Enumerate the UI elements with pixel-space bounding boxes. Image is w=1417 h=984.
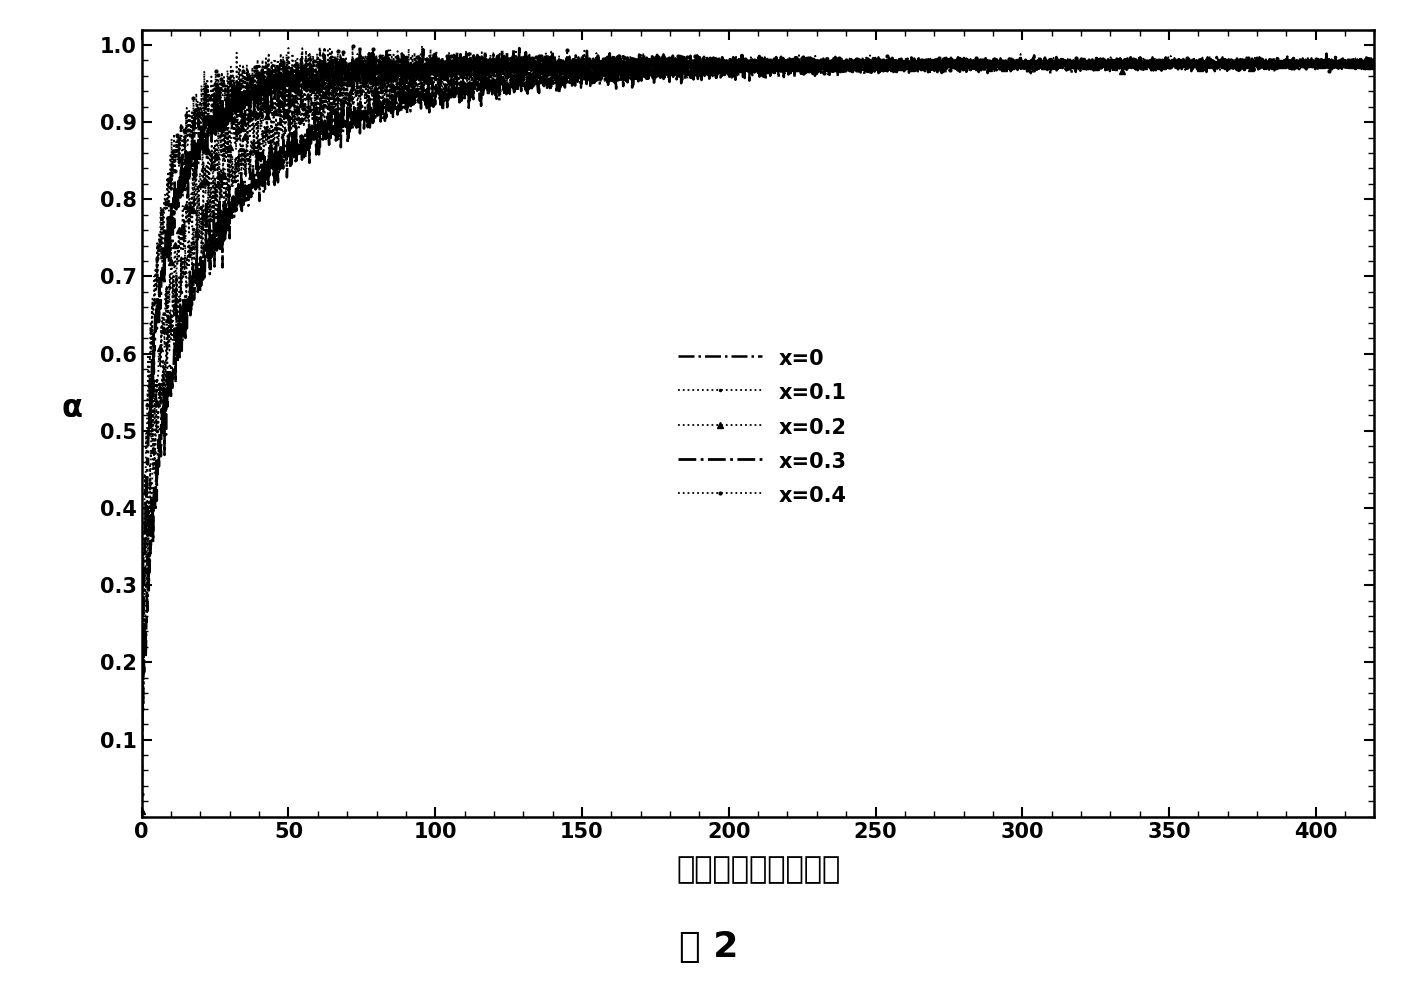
x=0.3	[1366, 56, 1383, 68]
x=0.4	[720, 59, 737, 71]
x=0	[1328, 58, 1345, 70]
x=0.3	[133, 785, 150, 797]
x=0	[660, 76, 677, 88]
x=0.3	[720, 59, 737, 71]
x=0.3	[1328, 58, 1345, 70]
x=0.2	[662, 60, 679, 72]
Text: 图 2: 图 2	[679, 930, 738, 964]
x=0	[1029, 61, 1046, 73]
x=0	[718, 63, 735, 75]
x=0.4	[133, 788, 150, 800]
x=0.2	[1029, 60, 1046, 72]
x=0	[1366, 57, 1383, 69]
x=0.1	[650, 66, 667, 78]
x=0	[650, 66, 667, 78]
x=0.3	[1267, 59, 1284, 71]
x=0	[1267, 56, 1284, 68]
x=0.4	[652, 59, 669, 71]
x=0.4	[1366, 61, 1383, 73]
x=0	[1026, 49, 1043, 61]
x=0.4	[1029, 61, 1046, 73]
Legend: x=0, x=0.1, x=0.2, x=0.3, x=0.4: x=0, x=0.1, x=0.2, x=0.3, x=0.4	[670, 339, 854, 515]
x=0	[133, 798, 150, 810]
Line: x=0: x=0	[142, 55, 1374, 804]
x=0.1	[718, 61, 735, 73]
x=0.3	[1029, 56, 1046, 68]
x=0.2	[1366, 60, 1383, 72]
x=0.2	[652, 64, 669, 76]
x=0.1	[1328, 57, 1345, 69]
Line: x=0.3: x=0.3	[142, 46, 1374, 791]
x=0.1	[1366, 53, 1383, 65]
Line: x=0.4: x=0.4	[139, 43, 1377, 796]
x=0.4	[414, 40, 431, 52]
x=0.1	[1267, 59, 1284, 71]
x=0.1	[660, 59, 677, 71]
x=0.1	[133, 811, 150, 823]
Line: x=0.2: x=0.2	[139, 52, 1377, 814]
x=0.3	[351, 40, 368, 52]
x=0.4	[1328, 56, 1345, 68]
Y-axis label: α: α	[61, 395, 82, 423]
X-axis label: 吸氢反应时间（秒）: 吸氢反应时间（秒）	[676, 855, 840, 885]
x=0.1	[1024, 50, 1041, 62]
x=0.3	[652, 57, 669, 69]
x=0.3	[662, 60, 679, 72]
x=0.2	[720, 57, 737, 69]
x=0.2	[1267, 60, 1284, 72]
x=0.4	[662, 61, 679, 73]
x=0.2	[1328, 58, 1345, 70]
x=0.2	[133, 806, 150, 818]
x=0.2	[521, 49, 538, 61]
x=0.4	[1267, 57, 1284, 69]
x=0.1	[1029, 61, 1046, 73]
Line: x=0.1: x=0.1	[140, 54, 1376, 819]
